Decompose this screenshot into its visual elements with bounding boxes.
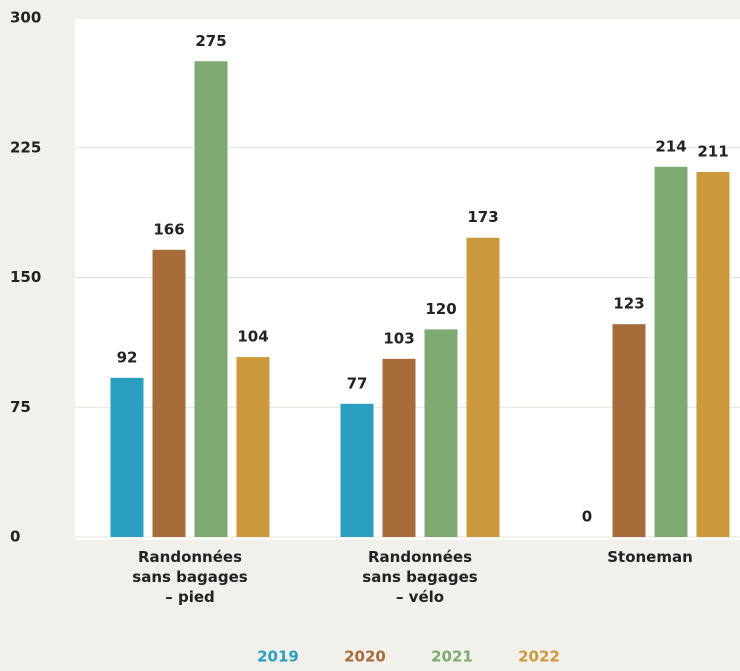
legend-label: 2019: [257, 648, 299, 666]
value-label: 120: [425, 300, 456, 318]
bar: [424, 329, 458, 537]
legend-label: 2020: [344, 648, 386, 666]
value-label: 166: [153, 220, 184, 238]
x-tick-label: Randonnées sans bagages – pied: [132, 548, 248, 606]
y-tick-label: 225: [10, 138, 41, 156]
bar: [340, 403, 374, 537]
value-label: 211: [697, 142, 728, 160]
value-label: 77: [347, 374, 368, 392]
bar: [466, 237, 500, 537]
bar: [236, 357, 270, 537]
value-label: 0: [582, 508, 592, 526]
value-label: 275: [195, 32, 226, 50]
bar: [696, 171, 730, 537]
bar: [654, 166, 688, 537]
y-tick-label: 75: [10, 398, 31, 416]
value-label: 103: [383, 329, 414, 347]
x-tick-label: Stoneman: [607, 548, 693, 566]
value-label: 92: [117, 348, 138, 366]
bar: [612, 324, 646, 537]
bar: [152, 249, 186, 537]
x-tick-label: Randonnées sans bagages – vélo: [362, 548, 478, 606]
value-label: 104: [237, 328, 268, 346]
bar: [382, 358, 416, 537]
bar: [110, 377, 144, 537]
legend-label: 2022: [518, 648, 560, 666]
value-label: 123: [613, 295, 644, 313]
y-tick-label: 150: [10, 268, 41, 286]
legend-label: 2021: [431, 648, 473, 666]
value-label: 173: [467, 208, 498, 226]
y-tick-label: 0: [10, 528, 20, 546]
y-tick-label: 300: [10, 9, 41, 27]
value-label: 214: [655, 137, 686, 155]
bar: [194, 61, 228, 537]
